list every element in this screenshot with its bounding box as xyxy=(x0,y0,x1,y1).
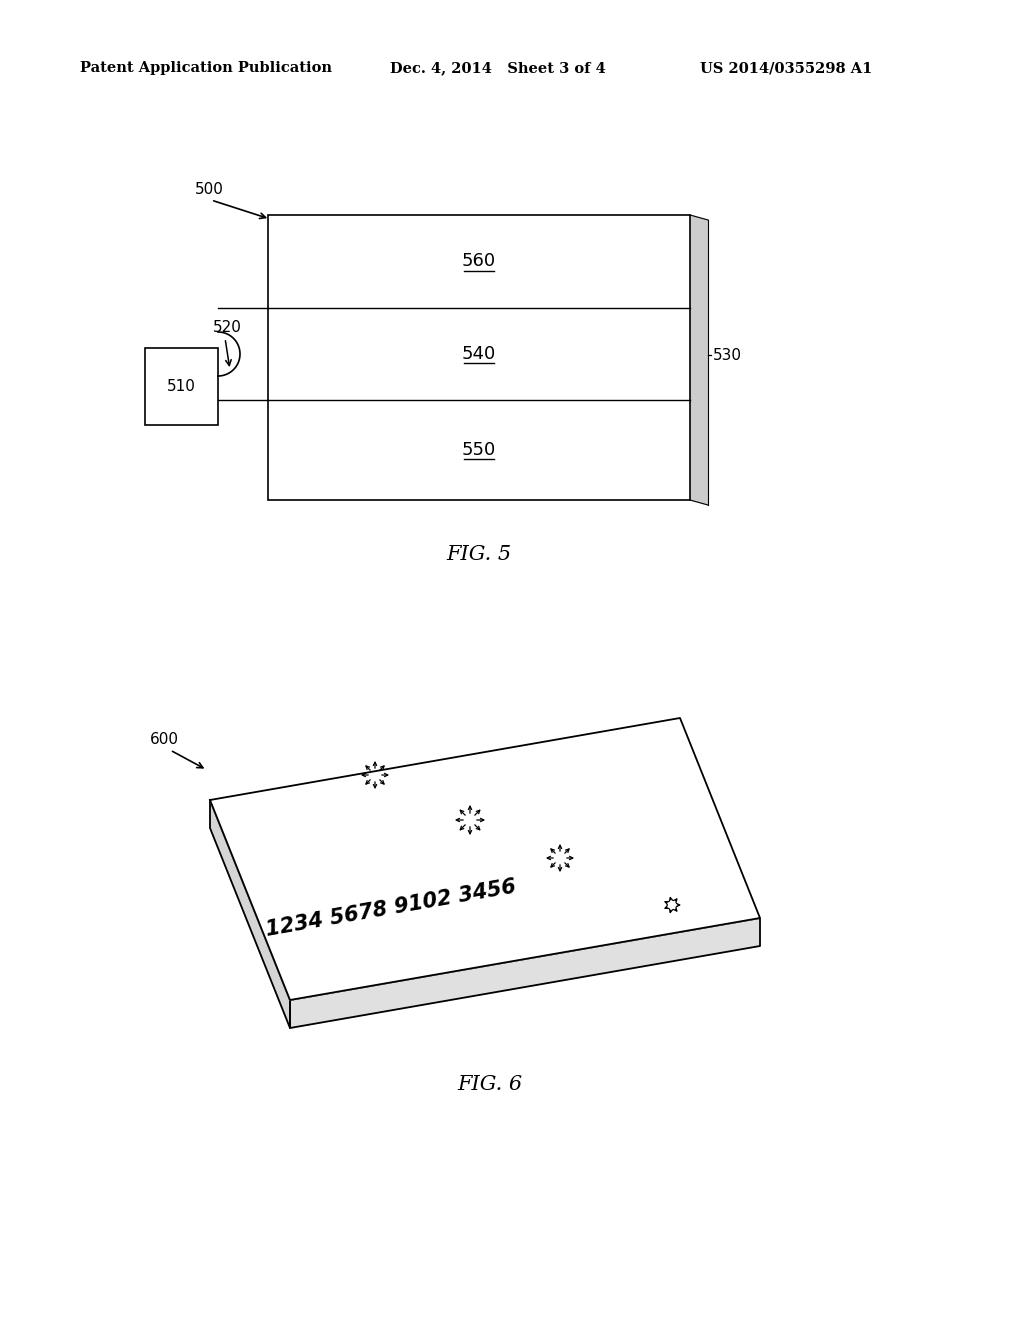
Text: US 2014/0355298 A1: US 2014/0355298 A1 xyxy=(700,61,872,75)
Text: 520: 520 xyxy=(213,321,242,335)
Polygon shape xyxy=(290,917,760,1028)
Text: Dec. 4, 2014   Sheet 3 of 4: Dec. 4, 2014 Sheet 3 of 4 xyxy=(390,61,606,75)
Polygon shape xyxy=(690,215,708,506)
Text: FIG. 6: FIG. 6 xyxy=(458,1076,522,1094)
Bar xyxy=(145,348,218,425)
Bar xyxy=(268,215,690,500)
Polygon shape xyxy=(210,800,290,1028)
Text: Patent Application Publication: Patent Application Publication xyxy=(80,61,332,75)
Text: 540: 540 xyxy=(462,345,496,363)
Text: FIG. 5: FIG. 5 xyxy=(446,545,512,565)
Text: 550: 550 xyxy=(462,441,496,459)
Text: 600: 600 xyxy=(150,733,179,747)
Text: 1234 5678 9102 3456: 1234 5678 9102 3456 xyxy=(264,876,518,940)
Text: 530: 530 xyxy=(713,347,742,363)
Polygon shape xyxy=(210,718,760,1001)
Text: 510: 510 xyxy=(167,379,196,393)
Text: 500: 500 xyxy=(195,182,224,198)
Text: 560: 560 xyxy=(462,252,496,271)
